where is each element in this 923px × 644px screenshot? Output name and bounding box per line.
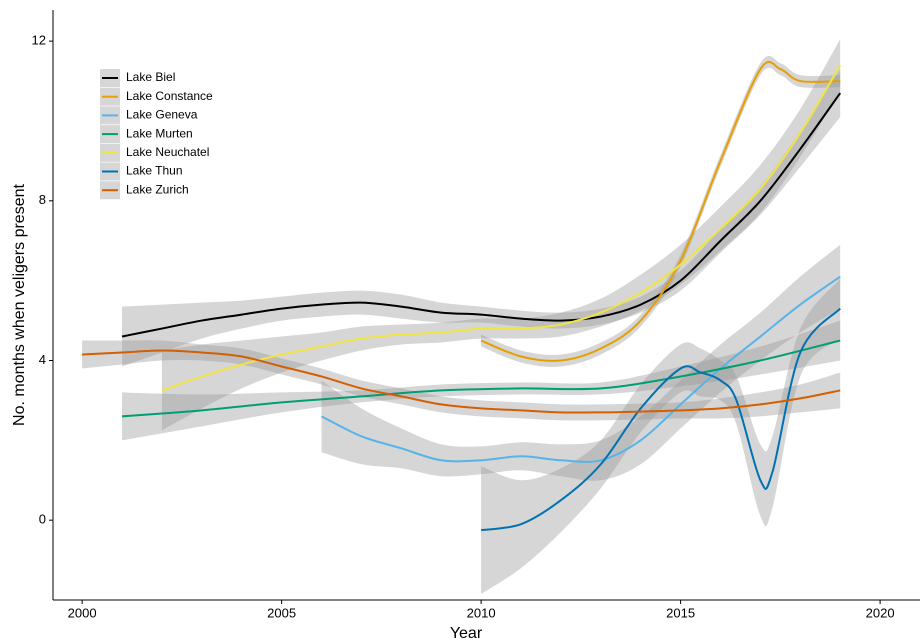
y-tick-label: 12 bbox=[32, 33, 46, 48]
confidence-band bbox=[122, 69, 841, 367]
confidence-band bbox=[122, 320, 841, 441]
legend-label: Lake Murten bbox=[126, 126, 193, 140]
legend-label: Lake Geneva bbox=[126, 108, 198, 122]
confidence-band bbox=[321, 244, 841, 481]
series-line bbox=[82, 349, 841, 414]
legend-label: Lake Biel bbox=[126, 70, 175, 84]
confidence-band bbox=[161, 39, 841, 431]
series-line bbox=[161, 64, 842, 392]
confidence-band bbox=[82, 340, 841, 421]
legend-label: Lake Thun bbox=[126, 164, 183, 178]
x-tick-label: 2020 bbox=[866, 605, 895, 620]
y-tick-label: 0 bbox=[39, 512, 46, 527]
confidence-band bbox=[481, 278, 841, 595]
legend-label: Lake Neuchatel bbox=[126, 145, 209, 159]
series-line bbox=[480, 307, 841, 532]
series-line bbox=[121, 339, 841, 418]
legend-label: Lake Constance bbox=[126, 89, 213, 103]
x-tick-label: 2010 bbox=[467, 605, 496, 620]
legend-label: Lake Zurich bbox=[126, 182, 189, 196]
series-line bbox=[480, 60, 841, 362]
x-axis-title: Year bbox=[450, 625, 483, 642]
y-tick-label: 8 bbox=[39, 192, 46, 207]
x-tick-label: 2000 bbox=[68, 605, 97, 620]
y-tick-label: 4 bbox=[39, 352, 46, 367]
series-line bbox=[321, 275, 841, 463]
x-tick-label: 2015 bbox=[666, 605, 695, 620]
series-line bbox=[121, 92, 842, 338]
x-tick-label: 2005 bbox=[267, 605, 296, 620]
confidence-band bbox=[481, 55, 841, 367]
y-axis-title: No. months when veligers present bbox=[11, 184, 28, 426]
